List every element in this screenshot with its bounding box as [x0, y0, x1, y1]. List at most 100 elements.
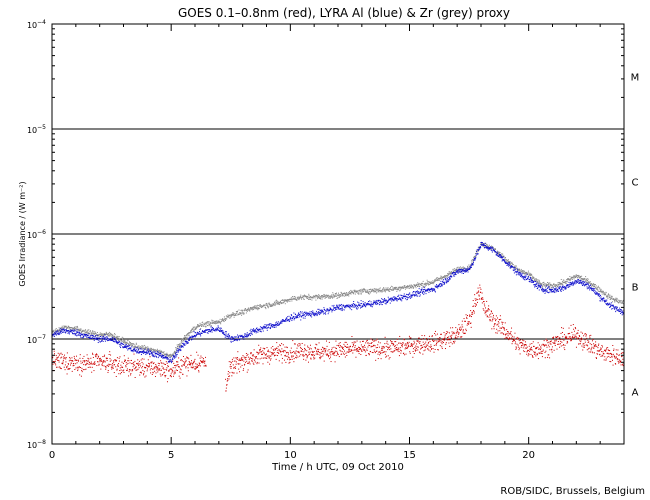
data-point — [295, 299, 297, 301]
data-point — [598, 290, 600, 292]
data-point — [586, 344, 588, 346]
data-point — [259, 328, 261, 330]
data-point — [68, 360, 70, 362]
data-point — [209, 321, 211, 323]
data-point — [619, 360, 621, 362]
data-point — [538, 348, 540, 350]
data-point — [545, 344, 547, 346]
data-point — [145, 367, 147, 369]
data-point — [136, 346, 138, 348]
data-point — [65, 326, 67, 328]
data-point — [97, 335, 99, 337]
data-point — [227, 379, 229, 381]
data-point — [339, 349, 341, 351]
data-point — [423, 286, 425, 288]
data-point — [592, 352, 594, 354]
data-point — [437, 337, 439, 339]
data-point — [603, 293, 605, 295]
data-point — [96, 334, 98, 336]
data-point — [141, 350, 143, 352]
data-point — [533, 345, 535, 347]
data-point — [575, 277, 577, 279]
data-point — [548, 346, 550, 348]
data-point — [125, 362, 127, 364]
data-point — [294, 317, 296, 319]
data-point — [64, 326, 66, 328]
data-point — [344, 292, 346, 294]
data-point — [420, 284, 422, 286]
data-point — [321, 296, 323, 298]
data-point — [216, 321, 218, 323]
data-point — [471, 313, 473, 315]
data-point — [284, 320, 286, 322]
data-point — [249, 363, 251, 365]
data-point — [597, 288, 599, 290]
data-point — [362, 340, 364, 342]
data-point — [291, 300, 293, 302]
data-point — [396, 286, 398, 288]
data-point — [281, 320, 283, 322]
data-point — [89, 331, 91, 333]
data-point — [482, 298, 484, 300]
data-point — [535, 347, 537, 349]
data-point — [218, 327, 220, 329]
data-point — [224, 334, 226, 336]
data-point — [548, 284, 550, 286]
data-point — [271, 324, 273, 326]
data-point — [445, 333, 447, 335]
data-point — [275, 300, 277, 302]
data-point — [507, 331, 509, 333]
data-point — [84, 329, 86, 331]
data-point — [169, 355, 171, 357]
data-point — [103, 339, 105, 341]
data-point — [321, 312, 323, 314]
data-point — [320, 311, 322, 313]
data-point — [335, 306, 337, 308]
data-point — [89, 333, 91, 335]
data-point — [446, 275, 448, 277]
data-point — [114, 359, 116, 361]
data-point — [296, 315, 298, 317]
data-point — [622, 358, 624, 360]
data-point — [509, 333, 511, 335]
data-point — [350, 345, 352, 347]
data-point — [567, 278, 569, 280]
data-point — [184, 340, 186, 342]
data-point — [225, 333, 227, 335]
data-point — [387, 343, 389, 345]
data-point — [326, 345, 328, 347]
data-point — [239, 363, 241, 365]
data-point — [68, 327, 70, 329]
data-point — [500, 318, 502, 320]
data-point — [120, 373, 122, 375]
data-point — [266, 324, 268, 326]
data-point — [339, 295, 341, 297]
data-point — [327, 297, 329, 299]
data-point — [519, 339, 521, 341]
data-point — [180, 359, 182, 361]
data-point — [614, 301, 616, 303]
data-point — [90, 363, 92, 365]
data-point — [351, 342, 353, 344]
data-point — [444, 334, 446, 336]
data-point — [491, 247, 493, 249]
data-point — [435, 278, 437, 280]
data-point — [70, 327, 72, 329]
data-point — [535, 348, 537, 350]
data-point — [555, 284, 557, 286]
data-point — [320, 295, 322, 297]
data-point — [593, 285, 595, 287]
data-point — [493, 326, 495, 328]
data-point — [410, 287, 412, 289]
data-point — [231, 336, 233, 338]
data-point — [371, 345, 373, 347]
data-point — [255, 307, 257, 309]
data-point — [360, 354, 362, 356]
data-point — [523, 270, 525, 272]
data-point — [545, 285, 547, 287]
data-point — [282, 319, 284, 321]
data-point — [283, 320, 285, 322]
data-point — [127, 360, 129, 362]
data-point — [340, 309, 342, 311]
data-point — [441, 276, 443, 278]
